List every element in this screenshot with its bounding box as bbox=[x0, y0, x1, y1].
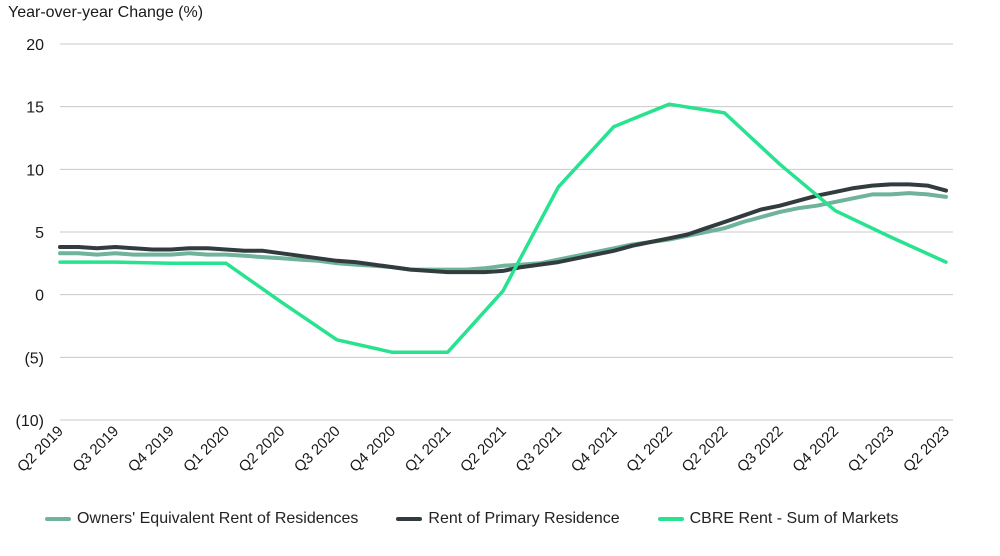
x-tick-label: Q3 2022 bbox=[734, 423, 787, 476]
x-tick-label: Q1 2021 bbox=[402, 423, 455, 476]
legend-swatch-cbre bbox=[657, 517, 684, 521]
y-tick-label: 20 bbox=[26, 37, 44, 54]
x-tick-label: Q3 2019 bbox=[69, 423, 122, 476]
y-tick-label: (5) bbox=[24, 350, 44, 367]
y-tick-label: 10 bbox=[26, 162, 44, 179]
x-tick-label: Q4 2021 bbox=[568, 423, 621, 476]
y-tick-label: 15 bbox=[26, 100, 44, 117]
legend-label-cbre: CBRE Rent - Sum of Markets bbox=[689, 510, 899, 527]
legend-swatch-rent bbox=[396, 517, 423, 521]
legend-item-rent: Rent of Primary Residence bbox=[396, 510, 620, 528]
legend-swatch-oer bbox=[45, 517, 71, 521]
legend-item-cbre: CBRE Rent - Sum of Markets bbox=[657, 510, 899, 528]
series-line-0 bbox=[58, 191, 948, 272]
legend-label-oer: Owners' Equivalent Rent of Residences bbox=[77, 510, 359, 527]
series-lines bbox=[58, 102, 948, 355]
x-tick-label: Q2 2020 bbox=[236, 423, 289, 476]
y-axis-ticks: 20 15 10 5 0 (5) (10) bbox=[16, 37, 45, 430]
gridlines bbox=[60, 43, 953, 421]
y-tick-label: (10) bbox=[16, 413, 44, 430]
y-axis-title: Year-over-year Change (%) bbox=[8, 4, 204, 21]
x-tick-label: Q1 2023 bbox=[845, 423, 898, 476]
x-tick-label: Q2 2021 bbox=[457, 423, 510, 476]
x-tick-label: Q2 2019 bbox=[14, 423, 67, 476]
y-tick-label: 5 bbox=[35, 225, 44, 242]
x-tick-label: Q3 2020 bbox=[291, 423, 344, 476]
x-tick-label: Q4 2020 bbox=[346, 423, 399, 476]
x-tick-label: Q1 2020 bbox=[180, 423, 233, 476]
x-tick-label: Q1 2022 bbox=[623, 423, 676, 476]
legend-label-rent: Rent of Primary Residence bbox=[428, 510, 620, 527]
x-tick-label: Q2 2022 bbox=[679, 423, 732, 476]
legend: Owners' Equivalent Rent of Residences Re… bbox=[45, 510, 937, 528]
x-tick-label: Q2 2023 bbox=[900, 423, 953, 476]
series-line-2 bbox=[58, 102, 948, 355]
legend-item-oer: Owners' Equivalent Rent of Residences bbox=[45, 510, 358, 528]
x-axis-ticks: Q2 2019 Q3 2019 Q4 2019 Q1 2020 Q2 2020 Q3 20… bbox=[14, 423, 953, 476]
x-tick-label: Q4 2022 bbox=[789, 423, 842, 476]
y-tick-label: 0 bbox=[35, 288, 44, 305]
series-line-1 bbox=[58, 182, 948, 275]
x-tick-label: Q3 2021 bbox=[512, 423, 565, 476]
x-tick-label: Q4 2019 bbox=[125, 423, 178, 476]
